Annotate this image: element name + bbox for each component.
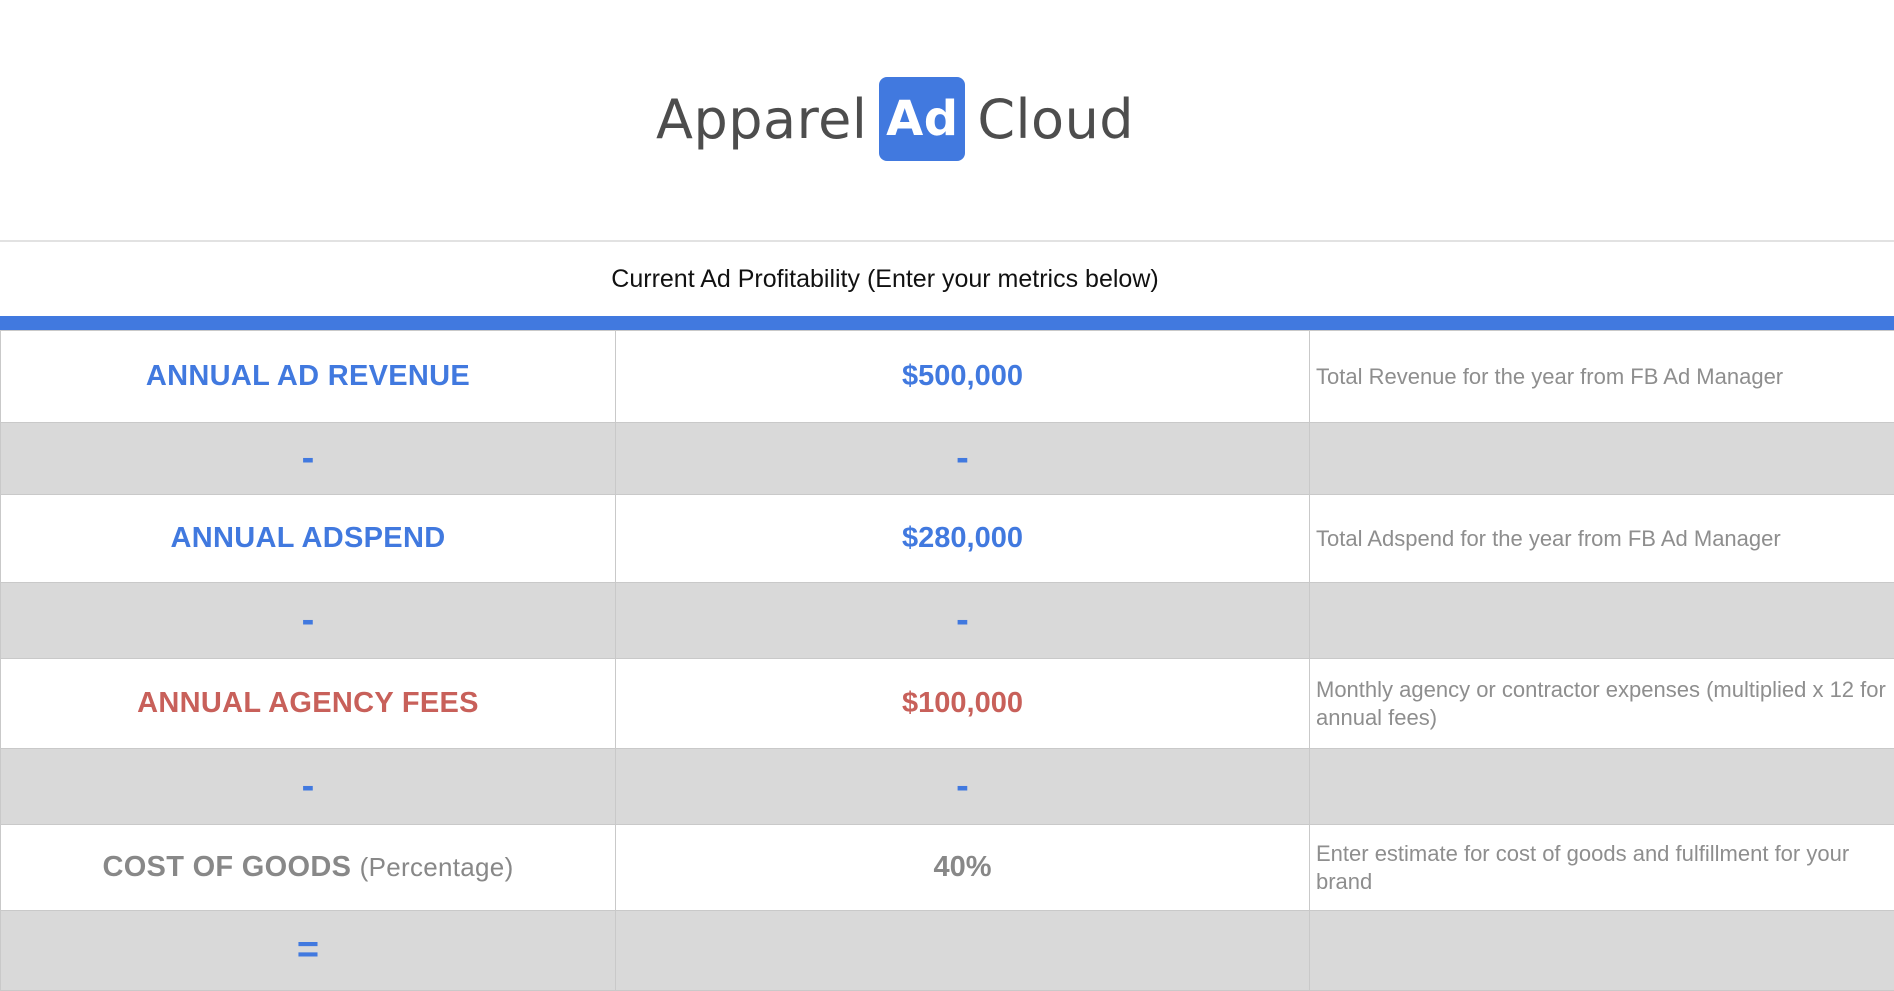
minus-operator: -	[1, 423, 616, 495]
annual-ad-revenue-label: ANNUAL AD REVENUE	[1, 331, 616, 423]
annual-adspend-value[interactable]: $280,000	[616, 495, 1310, 583]
table-row: ANNUAL AGENCY FEES $100,000 Monthly agen…	[1, 659, 1894, 749]
logo-word-cloud: Cloud	[977, 88, 1134, 151]
minus-operator: -	[1, 749, 616, 825]
empty-cell	[1310, 423, 1894, 495]
operator-row: - -	[1, 749, 1894, 825]
cost-of-goods-label: COST OF GOODS (Percentage)	[1, 825, 616, 911]
operator-row: - -	[1, 583, 1894, 659]
annual-ad-revenue-note: Total Revenue for the year from FB Ad Ma…	[1310, 331, 1894, 423]
logo-word-apparel: Apparel	[656, 88, 867, 151]
minus-operator: -	[616, 583, 1310, 659]
annual-adspend-label: ANNUAL ADSPEND	[1, 495, 616, 583]
operator-row: =	[1, 911, 1894, 991]
profitability-table: ANNUAL AD REVENUE $500,000 Total Revenue…	[0, 330, 1894, 991]
cost-of-goods-label-text: COST OF GOODS	[102, 851, 351, 883]
accent-divider	[0, 316, 1894, 330]
minus-operator: -	[1, 583, 616, 659]
annual-agency-fees-label: ANNUAL AGENCY FEES	[1, 659, 616, 749]
equals-operator: =	[1, 911, 616, 991]
annual-ad-revenue-value[interactable]: $500,000	[616, 331, 1310, 423]
minus-operator: -	[616, 423, 1310, 495]
empty-cell	[1310, 583, 1894, 659]
annual-agency-fees-value[interactable]: $100,000	[616, 659, 1310, 749]
header: Apparel Ad Cloud	[0, 0, 1894, 242]
empty-cell	[1310, 749, 1894, 825]
annual-agency-fees-note: Monthly agency or contractor expenses (m…	[1310, 659, 1894, 749]
empty-cell	[616, 911, 1310, 991]
section-title: Current Ad Profitability (Enter your met…	[0, 242, 1770, 316]
operator-row: - -	[1, 423, 1894, 495]
logo-ad-badge: Ad	[879, 77, 965, 161]
empty-cell	[1310, 911, 1894, 991]
annual-adspend-note: Total Adspend for the year from FB Ad Ma…	[1310, 495, 1894, 583]
cost-of-goods-label-suffix: (Percentage)	[360, 852, 514, 882]
table-row: ANNUAL AD REVENUE $500,000 Total Revenue…	[1, 331, 1894, 423]
cost-of-goods-value[interactable]: 40%	[616, 825, 1310, 911]
table-row: ANNUAL ADSPEND $280,000 Total Adspend fo…	[1, 495, 1894, 583]
minus-operator: -	[616, 749, 1310, 825]
apparel-ad-cloud-logo[interactable]: Apparel Ad Cloud	[656, 76, 1134, 162]
table-row: COST OF GOODS (Percentage) 40% Enter est…	[1, 825, 1894, 911]
cost-of-goods-note: Enter estimate for cost of goods and ful…	[1310, 825, 1894, 911]
